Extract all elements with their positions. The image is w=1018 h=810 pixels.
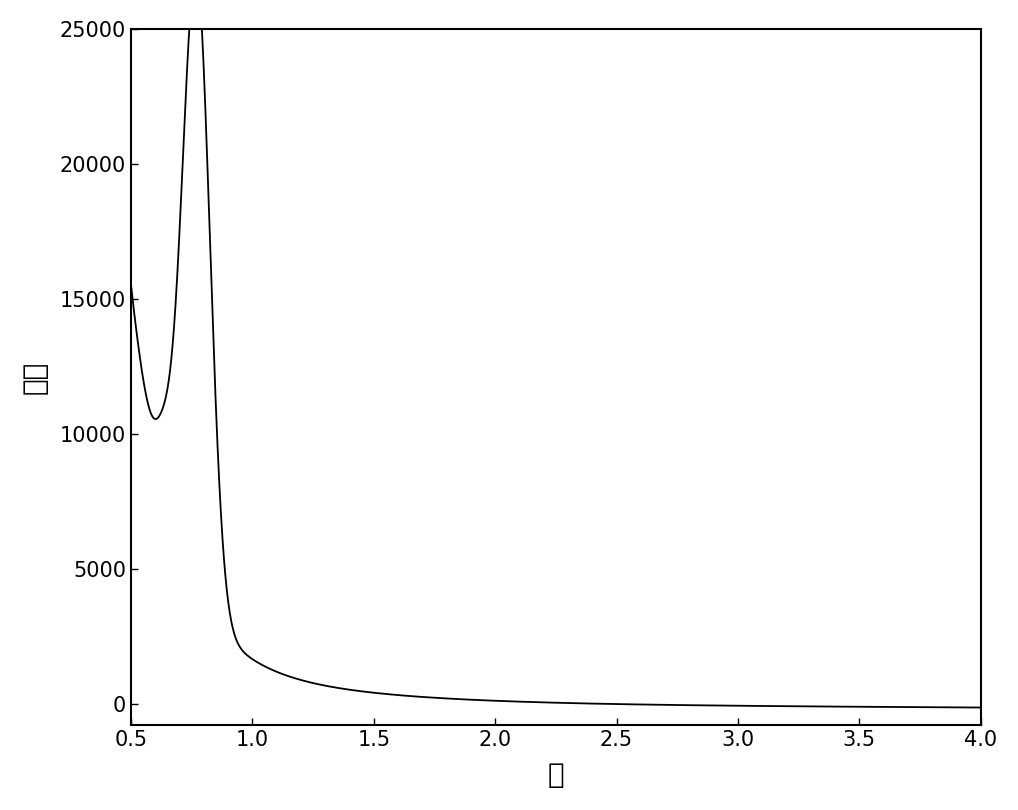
X-axis label: 度: 度 bbox=[548, 761, 564, 789]
Y-axis label: 强度: 强度 bbox=[20, 360, 49, 394]
